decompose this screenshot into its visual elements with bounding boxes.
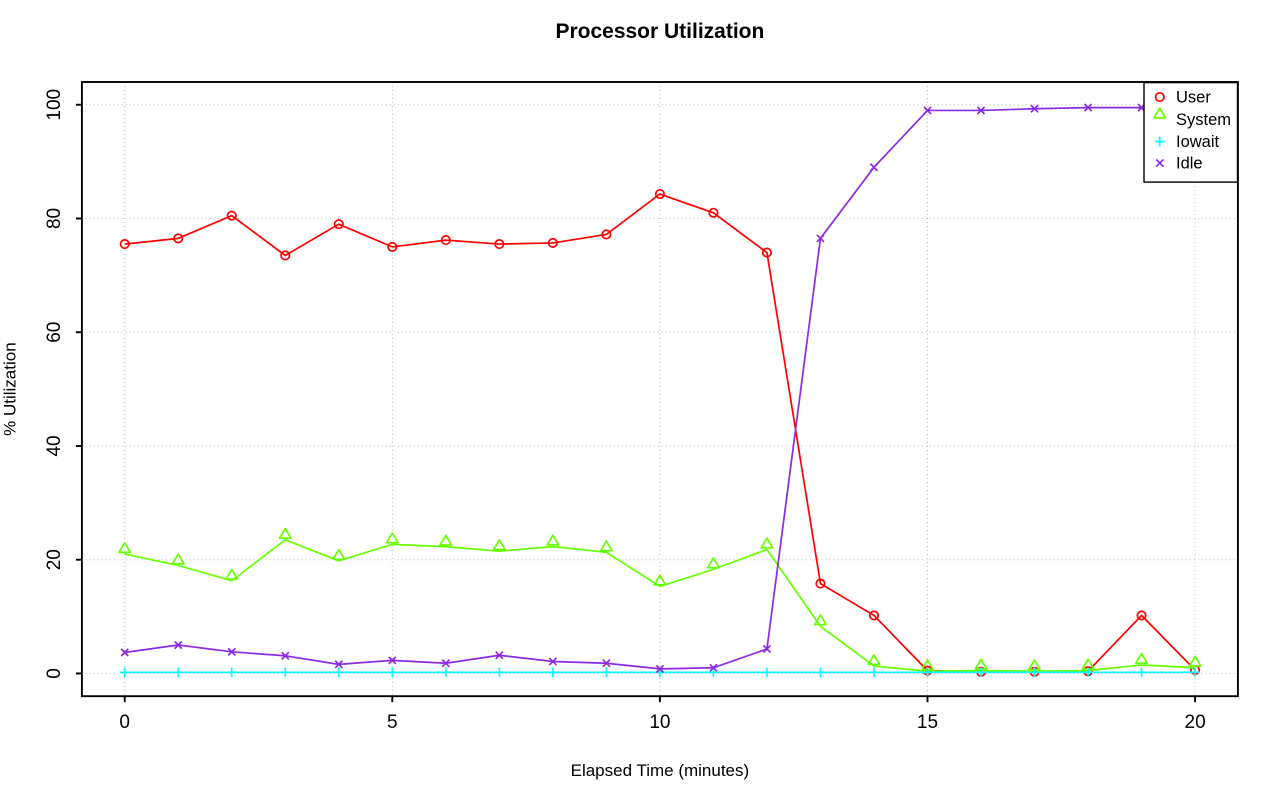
- svg-text:20: 20: [1185, 712, 1206, 733]
- svg-text:Iowait: Iowait: [1176, 133, 1220, 151]
- svg-text:User: User: [1176, 89, 1211, 107]
- svg-text:% Utilization: % Utilization: [1, 342, 20, 436]
- svg-text:Processor Utilization: Processor Utilization: [555, 20, 764, 43]
- svg-text:5: 5: [387, 712, 398, 733]
- svg-text:15: 15: [917, 712, 938, 733]
- svg-text:100: 100: [44, 89, 65, 121]
- svg-text:10: 10: [649, 712, 670, 733]
- svg-text:80: 80: [44, 208, 65, 229]
- svg-text:60: 60: [44, 322, 65, 343]
- svg-text:Idle: Idle: [1176, 155, 1203, 173]
- svg-text:40: 40: [44, 435, 65, 456]
- svg-text:20: 20: [44, 549, 65, 570]
- svg-text:System: System: [1176, 111, 1231, 129]
- svg-text:Elapsed Time (minutes): Elapsed Time (minutes): [571, 761, 750, 780]
- svg-text:0: 0: [119, 712, 130, 733]
- svg-text:0: 0: [44, 668, 65, 679]
